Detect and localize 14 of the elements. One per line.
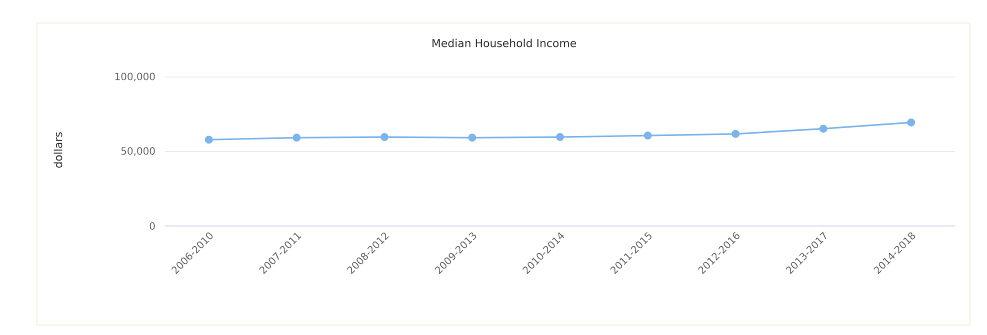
point (204, 136, 213, 144)
y-tick-label: 50,000 (121, 147, 155, 156)
y-tick-label: 0 (150, 222, 155, 230)
point (292, 134, 301, 142)
point (556, 133, 564, 142)
point (819, 124, 828, 133)
point (907, 118, 916, 126)
chart-title: Median Household Income (432, 38, 576, 48)
point (732, 130, 740, 138)
point (468, 134, 476, 142)
point (380, 133, 388, 142)
y-axis-title: dollars (54, 132, 62, 168)
y-tick-label: 100,000 (115, 72, 155, 82)
point (644, 132, 652, 140)
